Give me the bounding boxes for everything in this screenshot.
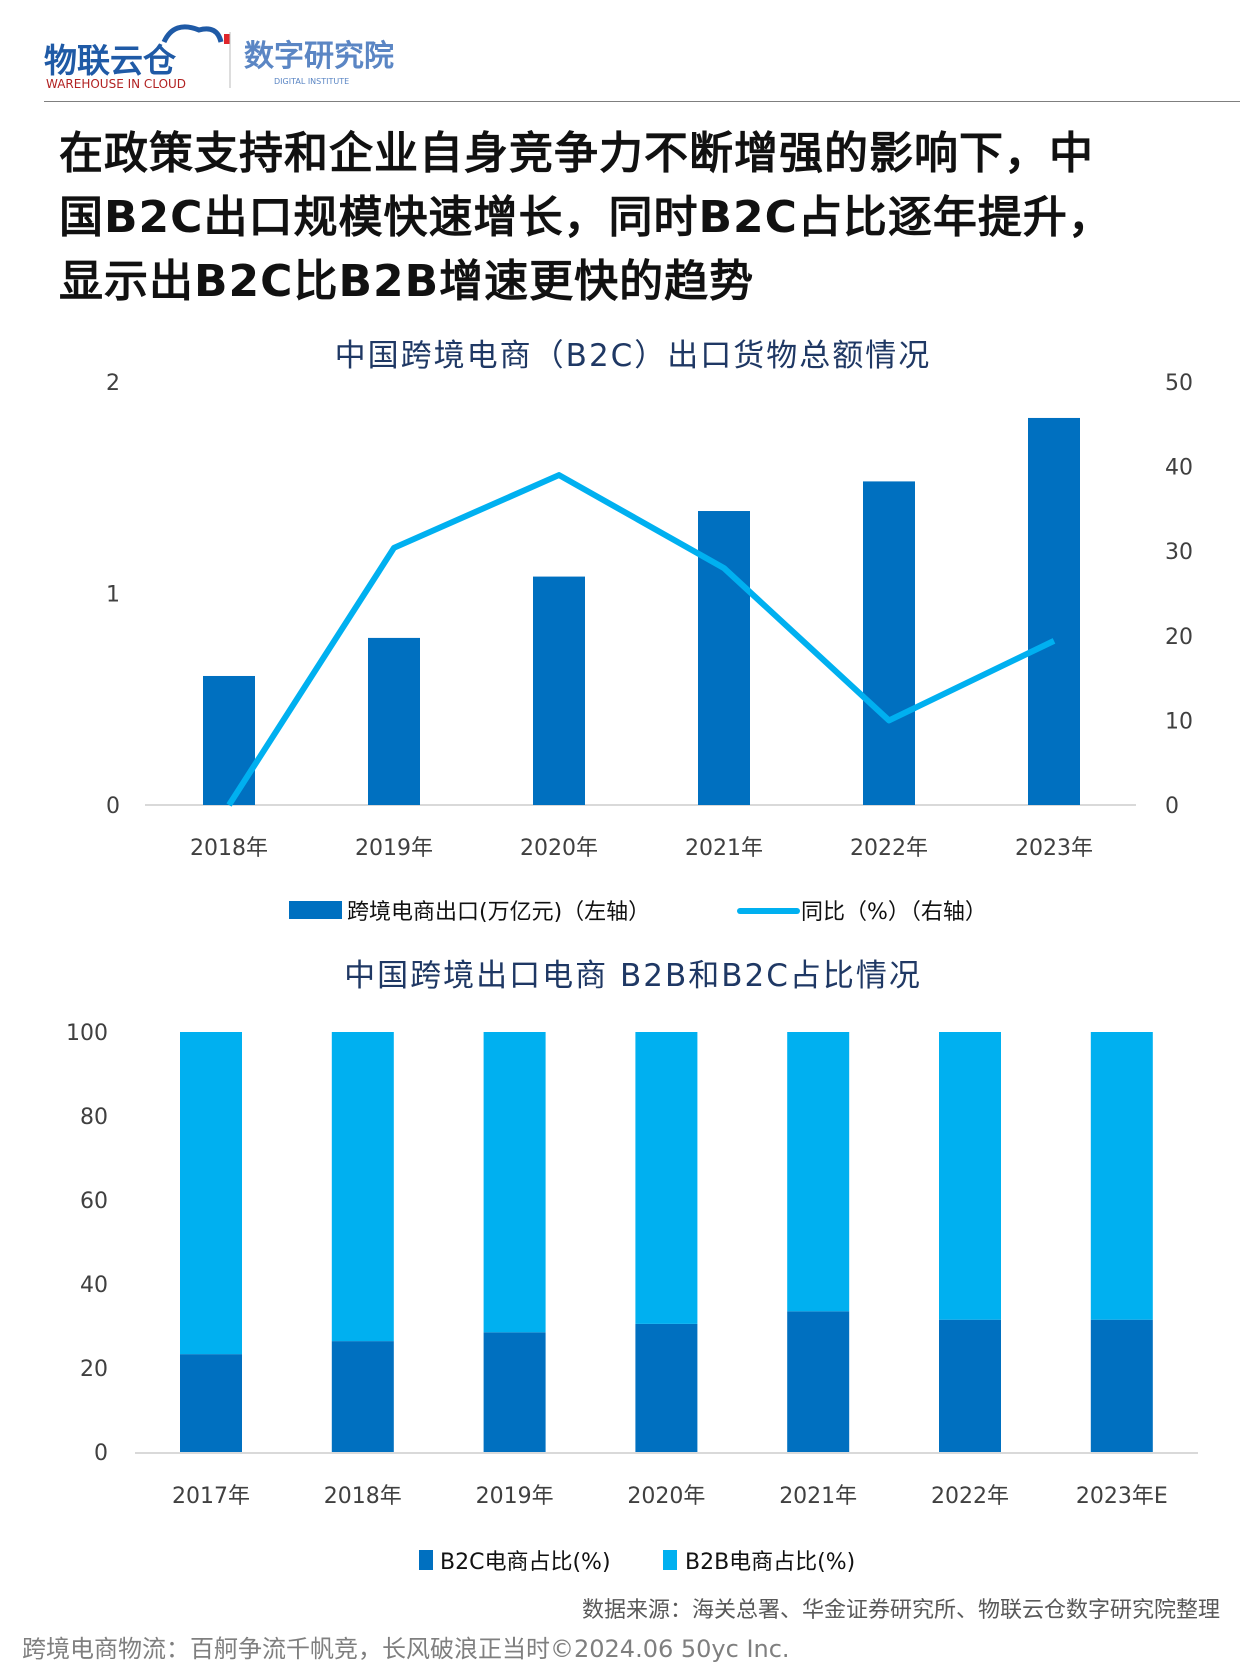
x-axis-tick: 2020年 — [520, 836, 598, 861]
x-axis-tick: 2020年 — [627, 1484, 705, 1509]
bar-b2b — [635, 1032, 698, 1324]
headline-line: 在政策支持和企业自身竞争力不断增强的影响下，中 — [59, 128, 1094, 179]
bar-b2c — [331, 1341, 394, 1452]
bar-b2b — [180, 1032, 242, 1355]
bar-b2b — [1090, 1032, 1153, 1320]
right-axis-tick: 10 — [1165, 709, 1193, 734]
x-axis-tick: 2019年 — [476, 1484, 554, 1509]
chart1-title: 中国跨境电商（B2C）出口货物总额情况 — [335, 338, 932, 374]
logo-subtext: WAREHOUSE IN CLOUD — [46, 77, 186, 91]
x-axis-tick: 2021年 — [779, 1484, 857, 1509]
bar-b2c — [483, 1332, 546, 1452]
y-axis-tick: 20 — [80, 1357, 108, 1382]
bar-export — [203, 675, 255, 805]
right-axis-tick: 30 — [1165, 540, 1193, 565]
chart-b2b-b2c-share: 中国跨境出口电商 B2B和B2C占比情况 0 20 40 60 80 100 2017年 20… — [66, 958, 1198, 1575]
headline-line: 国B2C出口规模快速增长，同时B2C占比逐年提升， — [59, 192, 1113, 243]
headline: 在政策支持和企业自身竞争力不断增强的影响下，中 国B2C出口规模快速增长，同时B… — [59, 122, 1229, 314]
bar-export — [863, 481, 915, 805]
bar-b2b — [331, 1032, 394, 1342]
left-axis-tick: 2 — [106, 371, 120, 396]
x-axis-tick: 2018年 — [324, 1484, 402, 1509]
x-axis-tick: 2022年 — [931, 1484, 1009, 1509]
institute-subtext: DIGITAL INSTITUTE — [274, 77, 349, 86]
x-axis-tick: 2022年 — [850, 836, 928, 861]
y-axis-tick: 80 — [80, 1105, 108, 1130]
legend-swatch-bar — [289, 901, 342, 919]
bar-b2c — [180, 1354, 242, 1452]
right-axis-tick: 0 — [1165, 794, 1179, 819]
y-axis-tick: 0 — [94, 1441, 108, 1466]
bar-b2c — [635, 1323, 698, 1452]
logo: 物联云仓 WAREHOUSE IN CLOUD 数字研究院 DIGITAL IN… — [44, 24, 394, 91]
x-axis-tick: 2023年E — [1076, 1484, 1168, 1509]
bar-export — [1028, 417, 1080, 805]
y-axis-tick: 60 — [80, 1189, 108, 1214]
x-axis-tick: 2023年 — [1015, 836, 1093, 861]
bar-b2c — [939, 1319, 1001, 1452]
right-axis-tick: 50 — [1165, 371, 1193, 396]
x-axis-tick: 2017年 — [172, 1484, 250, 1509]
bar-b2c — [787, 1311, 850, 1452]
chart2-title: 中国跨境出口电商 B2B和B2C占比情况 — [344, 958, 922, 994]
right-axis-tick: 20 — [1165, 625, 1193, 650]
logo-text: 物联云仓 — [44, 41, 177, 80]
headline-line: 显示出B2C比B2B增速更快的趋势 — [59, 256, 755, 307]
left-axis-tick: 0 — [106, 794, 120, 819]
line-yoy-growth — [226, 472, 1056, 807]
bar-b2c — [1090, 1319, 1153, 1452]
y-axis-tick: 100 — [66, 1021, 108, 1046]
bar-b2b — [483, 1032, 546, 1333]
legend-label-line: 同比（%）（右轴） — [801, 900, 987, 925]
y-axis-tick: 40 — [80, 1273, 108, 1298]
legend-swatch-b2c — [419, 1550, 433, 1570]
bar-b2b — [939, 1032, 1001, 1320]
bar-export — [368, 637, 420, 805]
header-divider — [44, 101, 1240, 102]
footer: 跨境电商物流：百舸争流千帆竞，长风破浪正当时©2024.06 50yc Inc. — [22, 1635, 790, 1663]
x-axis-tick: 2019年 — [355, 836, 433, 861]
x-axis-tick: 2021年 — [685, 836, 763, 861]
legend-label-bar: 跨境电商出口(万亿元)（左轴） — [347, 900, 650, 925]
legend-swatch-b2b — [663, 1550, 677, 1570]
institute-name: 数字研究院 — [244, 39, 394, 74]
left-axis-tick: 1 — [106, 583, 120, 608]
legend-label-b2b: B2B电商占比(%) — [685, 1550, 855, 1575]
x-axis-tick: 2018年 — [190, 836, 268, 861]
right-axis-tick: 40 — [1165, 456, 1193, 481]
cloud-icon — [161, 24, 224, 44]
bar-b2b — [787, 1032, 850, 1312]
legend-label-b2c: B2C电商占比(%) — [440, 1550, 611, 1575]
data-source: 数据来源：海关总署、华金证券研究所、物联云仓数字研究院整理 — [581, 1598, 1220, 1623]
bar-export — [533, 576, 585, 805]
